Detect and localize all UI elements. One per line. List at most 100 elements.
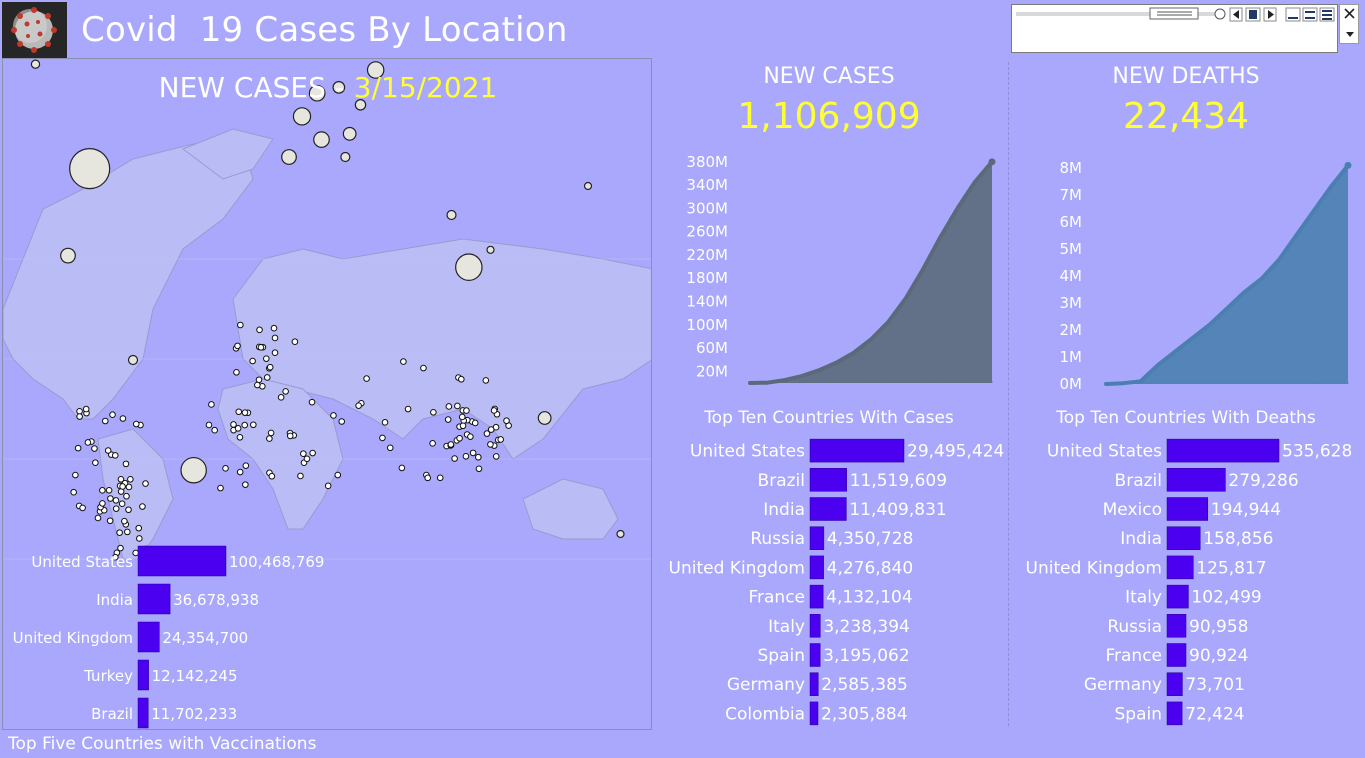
- case-dot[interactable]: [386, 444, 394, 452]
- bar[interactable]: [137, 621, 160, 653]
- case-dot[interactable]: [142, 480, 149, 487]
- case-dot[interactable]: [282, 388, 289, 395]
- case-dot[interactable]: [256, 326, 263, 334]
- case-dot[interactable]: [107, 495, 114, 502]
- case-dot[interactable]: [74, 444, 82, 452]
- case-dot[interactable]: [469, 449, 477, 457]
- case-dot[interactable]: [94, 514, 102, 522]
- case-dot[interactable]: [263, 374, 271, 381]
- small-case-dots[interactable]: [70, 321, 512, 561]
- previous-icon[interactable]: [1229, 7, 1243, 22]
- case-dot[interactable]: [404, 405, 412, 413]
- case-dot[interactable]: [99, 500, 106, 507]
- case-dot[interactable]: [242, 481, 249, 488]
- case-bubble[interactable]: [342, 126, 357, 141]
- bar[interactable]: [809, 468, 847, 492]
- case-bubble[interactable]: [583, 181, 593, 191]
- case-dot[interactable]: [125, 483, 133, 491]
- case-dot[interactable]: [483, 430, 491, 437]
- case-dot[interactable]: [257, 344, 265, 351]
- case-dot[interactable]: [451, 455, 458, 462]
- case-dot[interactable]: [363, 375, 370, 382]
- case-dot[interactable]: [112, 497, 120, 504]
- case-dot[interactable]: [105, 486, 113, 494]
- speed-medium-icon[interactable]: [1302, 7, 1318, 22]
- case-dot[interactable]: [266, 435, 273, 442]
- date-slider-handle[interactable]: [1149, 7, 1199, 20]
- case-dot[interactable]: [236, 433, 244, 441]
- bar[interactable]: [137, 545, 227, 577]
- case-dot[interactable]: [492, 453, 500, 460]
- area-end-point[interactable]: [1344, 161, 1352, 169]
- case-dot[interactable]: [424, 474, 432, 482]
- case-dot[interactable]: [117, 544, 124, 552]
- bar[interactable]: [1166, 526, 1201, 550]
- case-dot[interactable]: [135, 524, 143, 532]
- case-dot[interactable]: [111, 452, 119, 459]
- case-dot[interactable]: [338, 418, 346, 425]
- case-dot[interactable]: [462, 452, 470, 460]
- case-dot[interactable]: [400, 358, 407, 365]
- case-dot[interactable]: [459, 422, 467, 430]
- case-dot[interactable]: [70, 488, 77, 496]
- bar[interactable]: [137, 659, 149, 691]
- case-dot[interactable]: [266, 363, 274, 371]
- case-bubble[interactable]: [292, 107, 312, 126]
- speed-slow-icon[interactable]: [1285, 7, 1301, 22]
- case-bubble[interactable]: [537, 411, 552, 425]
- case-dot[interactable]: [467, 433, 474, 440]
- case-dot[interactable]: [112, 505, 120, 512]
- case-dot[interactable]: [277, 394, 285, 401]
- case-dot[interactable]: [234, 342, 241, 350]
- case-dot[interactable]: [79, 504, 86, 512]
- case-dot[interactable]: [454, 402, 461, 410]
- case-dot[interactable]: [72, 471, 79, 479]
- case-dot[interactable]: [381, 419, 389, 426]
- case-dot[interactable]: [487, 441, 494, 448]
- bar[interactable]: [809, 526, 825, 550]
- controls-dropdown[interactable]: [1339, 4, 1359, 44]
- case-dot[interactable]: [121, 517, 128, 525]
- case-dot[interactable]: [308, 398, 316, 406]
- case-dot[interactable]: [136, 535, 143, 542]
- case-dot[interactable]: [300, 450, 307, 457]
- case-bubble[interactable]: [366, 61, 385, 79]
- bar[interactable]: [137, 697, 149, 729]
- case-bubble[interactable]: [354, 99, 367, 111]
- case-dot[interactable]: [118, 500, 126, 508]
- case-bubble[interactable]: [60, 247, 76, 264]
- case-dot[interactable]: [109, 411, 116, 419]
- case-dot[interactable]: [76, 413, 83, 420]
- case-dot[interactable]: [429, 440, 436, 447]
- case-dot[interactable]: [249, 357, 256, 365]
- case-dot[interactable]: [497, 436, 504, 443]
- case-dot[interactable]: [503, 417, 510, 425]
- close-icon[interactable]: [1344, 8, 1355, 19]
- case-dot[interactable]: [205, 421, 213, 429]
- case-dot[interactable]: [92, 459, 99, 467]
- case-dot[interactable]: [235, 408, 243, 416]
- case-dot[interactable]: [430, 408, 437, 416]
- case-dot[interactable]: [471, 419, 479, 427]
- case-dot[interactable]: [250, 421, 257, 429]
- speed-fast-icon[interactable]: [1319, 7, 1335, 22]
- case-dot[interactable]: [330, 412, 337, 419]
- case-bubble[interactable]: [308, 84, 326, 102]
- bar[interactable]: [809, 497, 847, 521]
- bar[interactable]: [1166, 468, 1226, 492]
- next-icon[interactable]: [1263, 7, 1277, 22]
- case-dot[interactable]: [222, 465, 229, 472]
- case-dot[interactable]: [267, 429, 275, 437]
- bar[interactable]: [809, 701, 819, 726]
- bar[interactable]: [1166, 438, 1280, 463]
- bar[interactable]: [809, 584, 824, 609]
- case-dot[interactable]: [211, 426, 218, 434]
- case-dot[interactable]: [127, 476, 134, 483]
- case-dot[interactable]: [297, 472, 304, 480]
- case-dot[interactable]: [398, 464, 406, 472]
- case-dot[interactable]: [271, 349, 279, 356]
- case-dot[interactable]: [124, 528, 131, 536]
- world-map[interactable]: [3, 59, 652, 730]
- case-dot[interactable]: [91, 445, 98, 452]
- chevron-down-icon[interactable]: [1346, 32, 1354, 37]
